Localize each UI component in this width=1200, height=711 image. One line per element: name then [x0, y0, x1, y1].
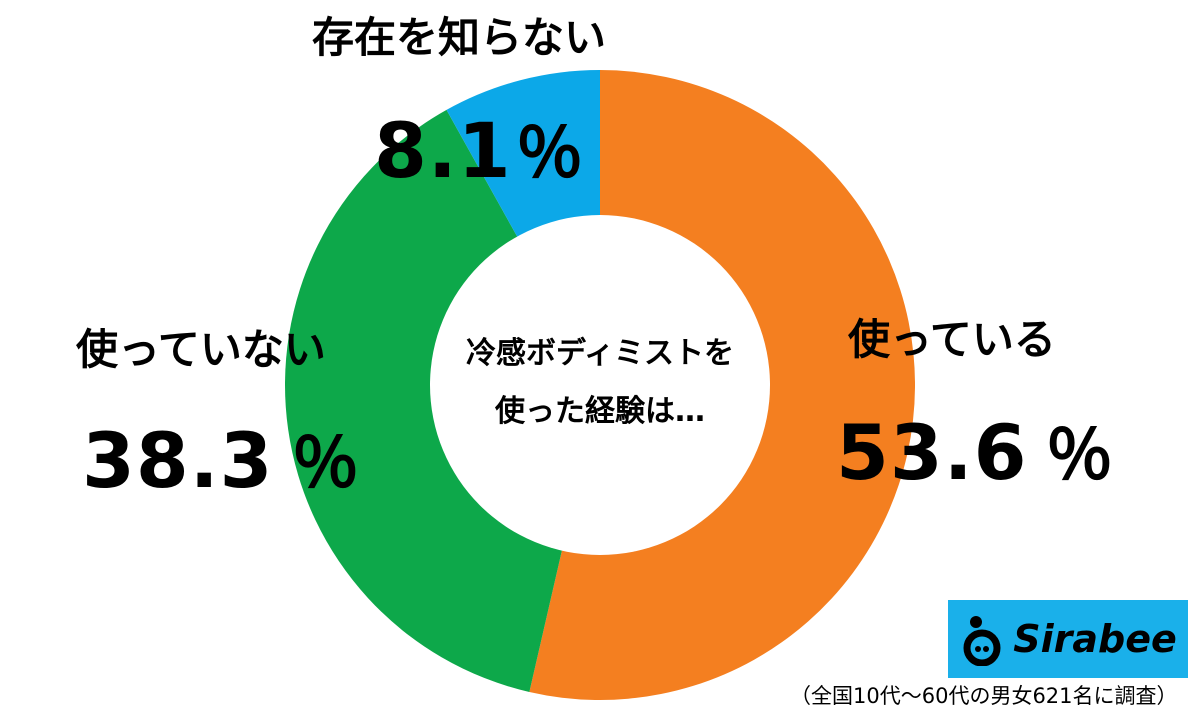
center-label-line-1: 冷感ボディミストを: [466, 336, 734, 371]
sirabee-logo-icon: [963, 616, 1001, 666]
percent-sign: ％: [1045, 417, 1115, 496]
center-label: 冷感ボディミストを 使った経験は…: [430, 325, 770, 441]
survey-footnote: （全国10代〜60代の男女621名に調査）: [790, 684, 1178, 708]
slice-label-unaware: 存在を知らない: [312, 13, 607, 62]
slice-value-number: 8.1: [374, 106, 512, 195]
slice-value-using: 53.6 ％: [836, 400, 1115, 499]
slice-label-using: 使っている: [848, 315, 1056, 364]
sirabee-logo: Sirabee: [948, 600, 1188, 678]
center-label-line-2: 使った経験は…: [495, 394, 705, 429]
percent-sign: ％: [515, 115, 585, 194]
slice-value-not-using: 38.3 ％: [82, 408, 361, 507]
logo-text: Sirabee: [1013, 617, 1177, 661]
percent-sign: ％: [291, 425, 361, 504]
slice-value-unaware: 8.1％: [374, 98, 585, 197]
slice-value-number: 53.6: [836, 408, 1028, 497]
slice-label-not-using: 使っていない: [76, 325, 326, 374]
donut-hole: [430, 215, 770, 555]
slice-value-number: 38.3: [82, 416, 274, 505]
